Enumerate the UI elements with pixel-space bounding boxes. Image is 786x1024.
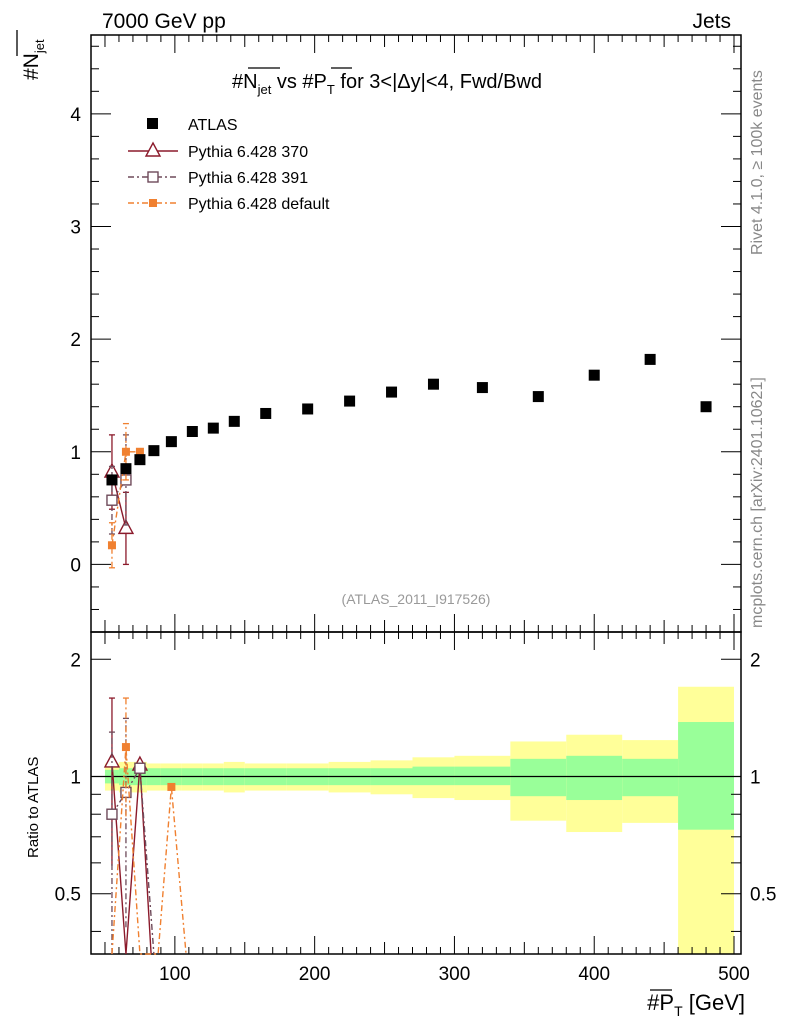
x-tick-label: 100 <box>159 964 191 985</box>
atlas-point <box>427 378 439 390</box>
atlas-point <box>302 403 314 415</box>
ratio-tick-label-right: 1 <box>750 767 761 788</box>
legend-atlas-label: ATLAS <box>188 117 238 134</box>
atlas-point <box>700 401 712 413</box>
atlas-point <box>344 395 356 407</box>
legend-atlas-marker <box>147 118 158 129</box>
atlas-point <box>476 382 488 394</box>
pdef-marker <box>121 743 130 752</box>
title-c: for 3<|Δy|<4, Fwd/Bwd <box>335 71 542 93</box>
ratio-band-inner <box>510 758 567 797</box>
ratio-y-label: Ratio to ATLAS <box>25 757 42 858</box>
legend-pdef-label: Pythia 6.428 default <box>188 196 330 213</box>
atlas-point <box>165 436 177 448</box>
side-text-rivet: Rivet 4.1.0, ≥ 100k events <box>749 70 766 255</box>
legend-p370-label: Pythia 6.428 370 <box>188 144 308 161</box>
atlas-point <box>134 454 146 466</box>
title-b: vs #P <box>271 71 327 93</box>
atlas-point <box>106 474 118 486</box>
title-b-sub: T <box>327 82 335 97</box>
pdef-marker <box>135 447 144 456</box>
y-tick-label: 0 <box>70 555 81 576</box>
ratio-band-inner <box>678 722 735 830</box>
ratio-plot-frame <box>90 631 742 955</box>
x-tick-label: 300 <box>439 964 471 985</box>
svg-text:#Njet: #Njet <box>20 39 47 80</box>
legend-p391-label: Pythia 6.428 391 <box>188 170 308 187</box>
y-tick-label: 4 <box>70 105 81 126</box>
watermark: (ATLAS_2011_I917526) <box>342 591 491 607</box>
legend: ATLAS Pythia 6.428 370 Pythia 6.428 391 … <box>128 117 330 213</box>
atlas-point <box>186 425 198 437</box>
y-tick-label: 1 <box>70 443 81 464</box>
p391-marker <box>134 762 146 774</box>
legend-p370-marker <box>144 141 162 157</box>
atlas-point <box>386 386 398 398</box>
p370-marker <box>117 518 135 535</box>
ratio-tick-label: 2 <box>70 650 81 671</box>
header-left: 7000 GeV pp <box>102 10 226 33</box>
p391-marker <box>106 494 118 506</box>
atlas-point <box>588 369 600 381</box>
ylabel-sub: jet <box>32 39 47 54</box>
y-tick-label: 2 <box>70 330 81 351</box>
x-tick-label: 200 <box>299 964 331 985</box>
atlas-point <box>260 407 272 419</box>
atlas-point <box>120 463 132 475</box>
side-text-mcplots: mcplots.cern.ch [arXiv:2401.10621] <box>749 377 766 628</box>
ratio-tick-label-right: 2 <box>750 650 761 671</box>
x-tick-label: 500 <box>718 964 750 985</box>
legend-pdef-marker <box>149 199 157 207</box>
pdef-marker <box>121 447 130 456</box>
pdef-marker <box>167 782 176 791</box>
header-right: Jets <box>692 10 731 33</box>
legend-p391-marker <box>147 171 159 183</box>
axis-ticks: 100 200 300 400 500 0 1 2 3 4 0.5 0.5 1 1 2 2 <box>55 35 776 985</box>
pdef-ratio-line <box>111 747 187 955</box>
title-a-sub: jet <box>257 82 272 97</box>
x-tick-label: 400 <box>578 964 610 985</box>
y-tick-label: 3 <box>70 217 81 238</box>
chart-title: #Njet vs #PT for 3<|Δy|<4, Fwd/Bwd <box>232 71 542 97</box>
p370-ratio-line <box>111 761 152 955</box>
atlas-point <box>228 415 240 427</box>
ratio-band-inner <box>622 758 679 797</box>
ratio-series-marks <box>103 697 187 955</box>
atlas-point <box>644 353 656 365</box>
atlas-point <box>532 391 544 403</box>
ratio-tick-label: 1 <box>70 767 81 788</box>
pdef-marker <box>107 541 116 550</box>
p391-marker <box>106 808 118 820</box>
ratio-band-inner <box>566 755 623 801</box>
series-marks <box>103 422 144 569</box>
atlas-point <box>207 422 219 434</box>
ratio-bands <box>91 686 741 954</box>
ylabel-main: #N <box>20 53 43 80</box>
atlas-point <box>148 445 160 457</box>
x-axis-label: #PT [GeV] <box>647 990 745 1019</box>
title-a: #N <box>232 71 258 93</box>
y-axis-label: #Njet <box>20 39 47 80</box>
ratio-tick-label-right: 0.5 <box>750 885 776 906</box>
atlas-points <box>106 353 712 486</box>
ratio-tick-label: 0.5 <box>55 885 81 906</box>
